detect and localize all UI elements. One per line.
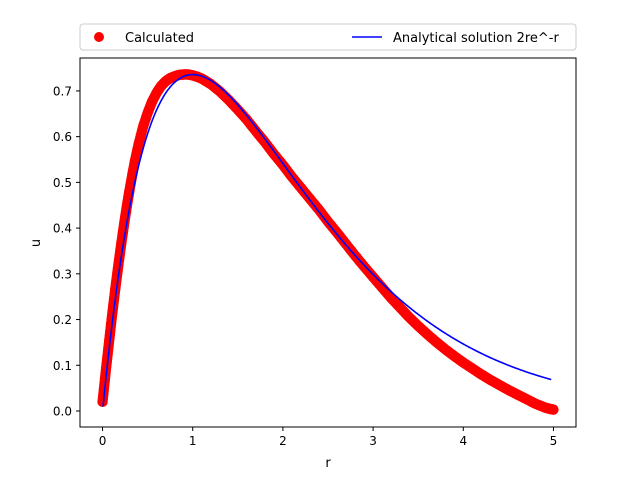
y-tick-label: 0.7 (53, 84, 72, 98)
y-tick-label: 0.1 (53, 359, 72, 373)
calculated-point (548, 404, 559, 415)
x-tick-label: 2 (279, 434, 287, 448)
y-tick-label: 0.6 (53, 130, 72, 144)
legend-marker-calculated (94, 32, 104, 42)
axes-frame (79, 57, 577, 428)
legend: Calculated Analytical solution 2re^-r (79, 23, 577, 51)
x-tick-label: 5 (550, 434, 558, 448)
y-axis-label: u (29, 239, 44, 247)
x-tick-label: 1 (189, 434, 197, 448)
y-tick-label: 0.2 (53, 313, 72, 327)
legend-frame (79, 23, 577, 51)
x-tick-label: 3 (369, 434, 377, 448)
x-tick-label: 4 (459, 434, 467, 448)
analytical-line (102, 73, 552, 407)
plot-area (79, 57, 577, 428)
axes-background (80, 58, 576, 427)
marks-layer (97, 69, 559, 415)
y-tick-label: 0.5 (53, 176, 72, 190)
x-tick-label: 0 (99, 434, 107, 448)
y-axis: 0.0 0.1 0.2 0.3 0.4 0.5 0.6 0.7 (53, 84, 80, 418)
x-axis: 0 1 2 3 4 5 (99, 427, 558, 448)
y-tick-label: 0.3 (53, 267, 72, 281)
y-tick-label: 0.4 (53, 222, 72, 236)
legend-label-analytical: Analytical solution 2re^-r (393, 31, 559, 46)
legend-label-calculated: Calculated (125, 31, 194, 46)
y-tick-label: 0.0 (53, 404, 72, 418)
x-axis-label: r (325, 456, 331, 471)
